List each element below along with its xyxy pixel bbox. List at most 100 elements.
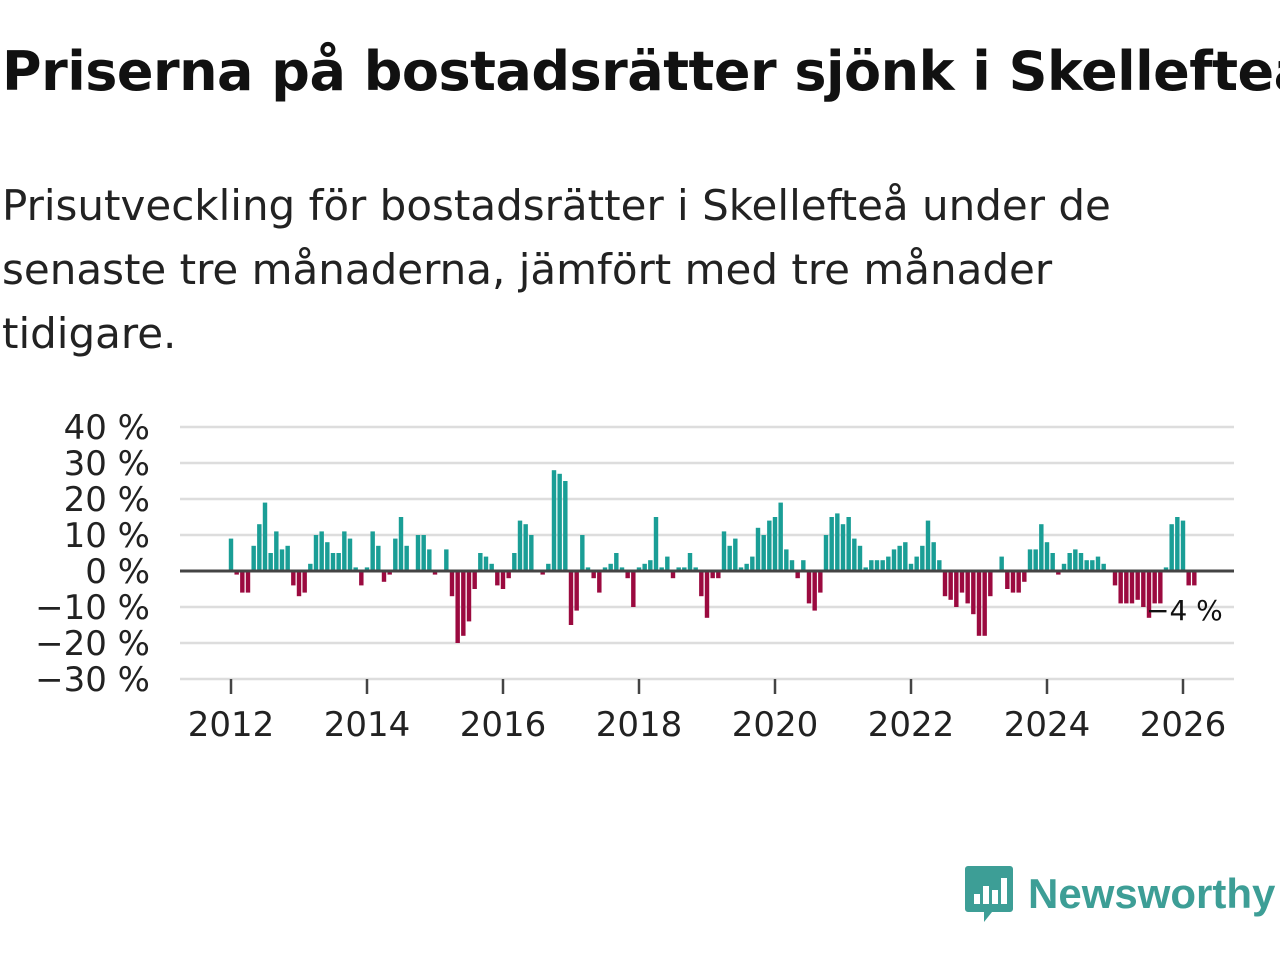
bar (784, 549, 789, 571)
chart-title: Priserna på bostadsrätter sjönk i Skelle… (2, 40, 1280, 103)
bar (359, 571, 364, 586)
bar (727, 545, 732, 571)
bar (370, 531, 375, 571)
bar (744, 563, 749, 571)
bar (551, 470, 557, 571)
bar (670, 571, 676, 579)
bar (631, 571, 636, 607)
y-tick-label: 10 % (64, 516, 150, 556)
bar (937, 560, 942, 571)
bar (466, 571, 472, 622)
bar (523, 524, 528, 571)
bar (897, 545, 902, 571)
bar (330, 553, 336, 571)
bar (1084, 560, 1089, 571)
bar (608, 563, 613, 571)
bar (506, 571, 511, 579)
bar (585, 567, 591, 571)
bar (795, 571, 800, 579)
bar (704, 571, 710, 618)
bar (557, 473, 562, 571)
bar (676, 567, 681, 571)
bar (1169, 524, 1174, 571)
bar (1186, 571, 1191, 586)
bar (812, 571, 817, 611)
bar (874, 560, 880, 571)
bar (591, 571, 596, 579)
bar (721, 531, 727, 571)
bar (240, 571, 245, 593)
bar (336, 553, 341, 571)
bar (801, 560, 806, 571)
bar (636, 567, 642, 571)
bar (251, 545, 256, 571)
bar (540, 571, 545, 575)
bar (682, 567, 687, 571)
bar (857, 545, 863, 571)
bar (512, 553, 517, 571)
y-tick-label: 20 % (64, 480, 150, 520)
bar (614, 553, 619, 571)
bars (228, 470, 1197, 643)
y-tick-label: 40 % (64, 408, 150, 448)
bar (313, 535, 319, 571)
bar (597, 571, 602, 593)
bar (1129, 571, 1135, 604)
y-tick-label: 30 % (64, 444, 150, 484)
bar (903, 542, 908, 571)
bar (483, 556, 489, 571)
brand-name: Newsworthy (1028, 870, 1276, 917)
bar (931, 542, 936, 571)
bar (262, 502, 268, 571)
bar (925, 520, 931, 571)
bar (733, 538, 738, 571)
bar (761, 535, 766, 571)
bar (891, 549, 897, 571)
bar (818, 571, 823, 593)
bar (602, 567, 608, 571)
bar (563, 481, 568, 571)
bar (659, 567, 664, 571)
bar (1141, 571, 1146, 607)
bar (1180, 520, 1186, 571)
x-axis-ticks: 2012 2014 2016 2018 2020 2022 2024 2026 (188, 679, 1226, 745)
brand-logo[interactable]: Newsworthy (964, 862, 1275, 926)
bar (1112, 571, 1118, 586)
bar (404, 545, 409, 571)
bar (257, 524, 262, 571)
bar (455, 571, 460, 643)
bar (982, 571, 987, 636)
bar (965, 571, 970, 604)
bar (228, 538, 234, 571)
bar (1044, 542, 1050, 571)
bar (1118, 571, 1123, 604)
bar (948, 571, 953, 600)
x-tick-label: 2014 (324, 705, 411, 745)
bar (852, 538, 857, 571)
bar (489, 563, 494, 571)
bar (738, 567, 744, 571)
bar (999, 556, 1004, 571)
bar (988, 571, 993, 597)
bar-chart: 40 %30 %20 %10 %0 %−10 %−20 %−30 % 2012 2… (35, 408, 1234, 745)
bar (1152, 571, 1157, 604)
bar (1175, 517, 1180, 571)
bar (750, 556, 755, 571)
x-tick-label: 2020 (732, 705, 819, 745)
bar (835, 513, 840, 571)
bar (959, 571, 965, 593)
bar (517, 520, 523, 571)
bar (648, 560, 653, 571)
bar (449, 571, 455, 597)
bar (421, 535, 426, 571)
bar (342, 531, 347, 571)
bar (472, 571, 477, 589)
bar (1016, 571, 1021, 593)
bar (1101, 563, 1106, 571)
bar (1192, 571, 1197, 586)
bar (1073, 549, 1078, 571)
bar (461, 571, 466, 636)
bar (387, 571, 392, 575)
bar (432, 571, 438, 575)
bar (1090, 560, 1095, 571)
